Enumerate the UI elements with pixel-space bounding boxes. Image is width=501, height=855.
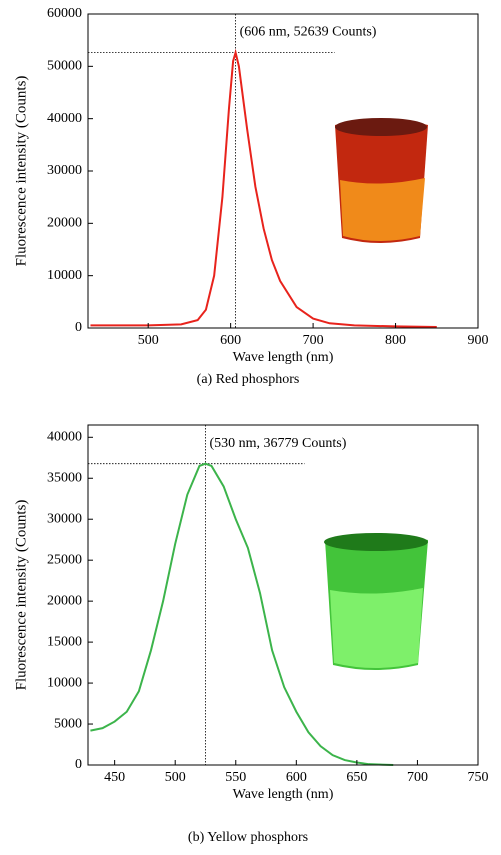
liquid: [340, 178, 425, 241]
y-tick-label: 40000: [47, 111, 82, 126]
y-tick-label: 60000: [47, 6, 82, 21]
spectrum-line: [90, 48, 437, 328]
y-tick-label: 40000: [47, 430, 82, 445]
x-tick-label: 800: [385, 333, 406, 348]
caption: (a) Red phosphors: [197, 372, 300, 387]
x-tick-label: 900: [468, 333, 489, 348]
x-tick-label: 650: [346, 770, 367, 785]
y-tick-label: 35000: [47, 470, 82, 485]
green-beaker: [324, 533, 428, 670]
y-tick-label: 20000: [47, 593, 82, 608]
plot-frame: [87, 13, 479, 329]
rim: [335, 118, 427, 136]
red-beaker: [335, 118, 428, 243]
peak-annotation: (606 nm, 52639 Counts): [240, 25, 377, 40]
y-tick-label: 30000: [47, 511, 82, 526]
x-tick-label: 500: [138, 333, 159, 348]
y-axis-label: Fluorescence intensity (Counts): [13, 500, 29, 691]
y-tick-label: 25000: [47, 552, 82, 567]
x-tick-label: 500: [165, 770, 186, 785]
x-tick-label: 750: [468, 770, 489, 785]
y-tick-label: 15000: [47, 634, 82, 649]
spectrum-line: [90, 462, 394, 766]
y-tick-label: 50000: [47, 59, 82, 74]
x-tick-label: 600: [220, 333, 241, 348]
x-tick-label: 600: [286, 770, 307, 785]
x-tick-label: 700: [303, 333, 324, 348]
x-tick-label: 700: [407, 770, 428, 785]
x-tick-label: 550: [225, 770, 246, 785]
rim: [324, 533, 428, 551]
caption: (b) Yellow phosphors: [188, 830, 308, 845]
y-tick-label: 0: [75, 320, 82, 335]
plot-frame: [87, 424, 479, 766]
x-axis-label: Wave length (nm): [233, 787, 334, 802]
y-axis-label: Fluorescence intensity (Counts): [13, 76, 29, 267]
y-tick-label: 5000: [54, 716, 82, 731]
x-axis-label: Wave length (nm): [233, 350, 334, 365]
x-tick-label: 450: [104, 770, 125, 785]
y-tick-label: 10000: [47, 675, 82, 690]
peak-annotation: (530 nm, 36779 Counts): [209, 436, 346, 451]
y-tick-label: 30000: [47, 163, 82, 178]
y-tick-label: 0: [75, 757, 82, 772]
y-tick-label: 20000: [47, 216, 82, 231]
y-tick-label: 10000: [47, 268, 82, 283]
liquid: [330, 588, 423, 668]
